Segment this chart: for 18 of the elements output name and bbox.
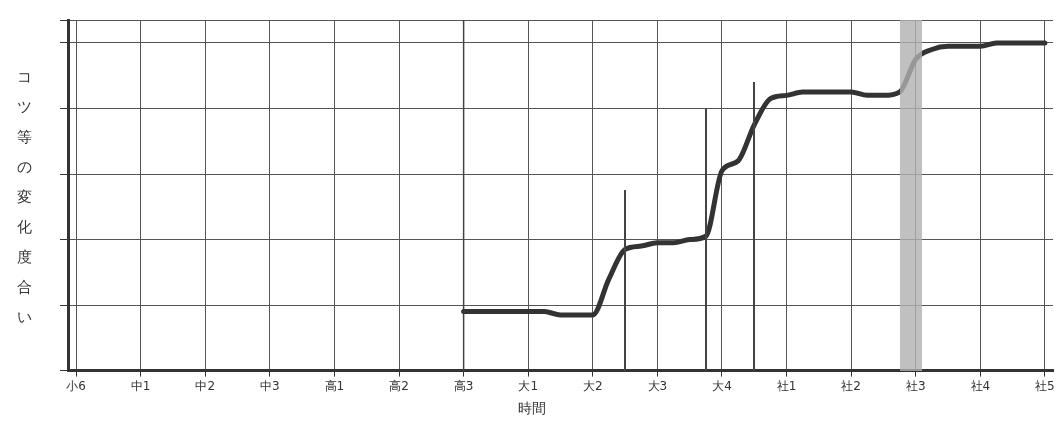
x-tick-label: 中3 (260, 378, 280, 393)
x-tick-label: 高1 (324, 378, 345, 393)
x-tick-label: 大1 (518, 378, 539, 393)
x-tick-label: 中2 (195, 378, 216, 393)
text: コツ等の変化度合い (16, 68, 32, 326)
x-tick-label: 大4 (712, 378, 732, 393)
x-tick-label: 社5 (1035, 378, 1055, 393)
x-tick-label: 小6 (66, 378, 86, 393)
x-tick-label: 社3 (905, 378, 926, 393)
x-tick-label: 社4 (970, 378, 991, 393)
x-tick-label: 大3 (647, 378, 668, 393)
x-tick-label: 中1 (130, 378, 151, 393)
x-tick-label: 社2 (841, 378, 861, 393)
x-tick-label: 高3 (453, 378, 474, 393)
x-tick-label: 高2 (389, 378, 409, 393)
x-tick-label: 大2 (582, 378, 603, 393)
x-axis-title: 時間 (516, 400, 547, 418)
x-tick-label: 社1 (776, 378, 797, 393)
